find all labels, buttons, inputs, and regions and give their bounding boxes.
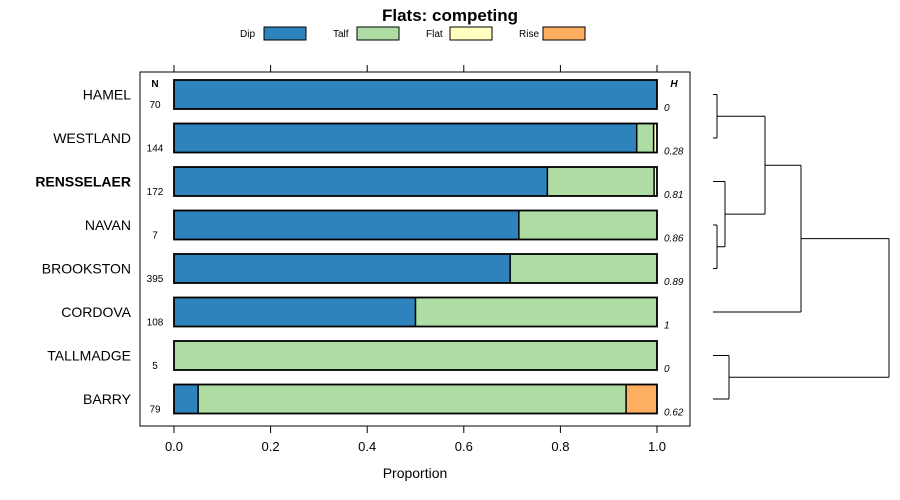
top-axis-ticks bbox=[173, 65, 658, 72]
n-value-tallmadge: 5 bbox=[152, 361, 158, 372]
bar-barry-rise bbox=[626, 384, 657, 414]
bar-navan-talf bbox=[518, 210, 657, 240]
h-value-barry: 0.62 bbox=[664, 408, 684, 419]
bar-brookston-dip bbox=[174, 254, 511, 283]
bar-outline-navan bbox=[173, 209, 658, 241]
legend-label-rise: Rise bbox=[519, 29, 539, 40]
bar-westland-flat bbox=[653, 123, 657, 153]
bar-rensselaer-talf bbox=[547, 167, 655, 196]
h-value-hamel: 0 bbox=[664, 103, 670, 114]
bar-cordova-dip bbox=[174, 297, 416, 327]
n-value-barry: 79 bbox=[149, 405, 161, 416]
row-label-navan: NAVAN bbox=[85, 217, 131, 233]
n-value-navan: 7 bbox=[152, 231, 158, 242]
row-label-cordova: CORDOVA bbox=[61, 304, 131, 320]
bar-hamel-dip bbox=[174, 80, 657, 109]
bar-brookston-talf bbox=[510, 254, 657, 283]
bar-westland-talf bbox=[636, 123, 654, 153]
row-label-brookston: BROOKSTON bbox=[42, 261, 131, 277]
legend-label-talf: Talf bbox=[333, 29, 349, 40]
h-value-navan: 0.86 bbox=[664, 234, 684, 245]
legend-swatch-flat bbox=[449, 26, 493, 41]
plot-frame bbox=[139, 71, 691, 427]
n-column-header: N bbox=[151, 79, 158, 90]
bar-outline-brookston bbox=[173, 253, 658, 284]
bar-outline-tallmadge bbox=[173, 340, 658, 371]
bar-cordova-talf bbox=[415, 297, 657, 327]
bar-barry-talf bbox=[198, 384, 627, 414]
chart-title: Flats: competing bbox=[382, 6, 518, 25]
h-value-brookston: 0.89 bbox=[664, 277, 684, 288]
x-axis-label: Proportion bbox=[383, 465, 448, 481]
row-label-tallmadge: TALLMADGE bbox=[47, 348, 131, 364]
n-value-rensselaer: 172 bbox=[147, 187, 164, 198]
x-tick-label-0: 0.0 bbox=[165, 439, 183, 454]
bar-outline-hamel bbox=[173, 79, 658, 110]
x-tick-label-4: 0.8 bbox=[551, 439, 569, 454]
x-axis: 0.0 0.2 0.4 0.6 0.8 1.0 bbox=[165, 426, 666, 454]
dendrogram bbox=[713, 94, 890, 400]
bar-tallmadge-talf bbox=[174, 341, 657, 370]
bar-barry-dip bbox=[174, 384, 199, 414]
legend-label-flat: Flat bbox=[426, 29, 443, 40]
n-value-brookston: 395 bbox=[147, 274, 164, 285]
row-label-barry: BARRY bbox=[83, 391, 132, 407]
legend: Dip Talf Flat Rise bbox=[240, 26, 586, 41]
h-value-westland: 0.28 bbox=[664, 147, 684, 158]
legend-swatch-rise bbox=[542, 26, 586, 41]
row-label-westland: WESTLAND bbox=[53, 130, 131, 146]
n-value-cordova: 108 bbox=[147, 318, 164, 329]
bar-outline-rensselaer bbox=[173, 166, 658, 197]
bar-outline-westland bbox=[173, 122, 658, 154]
legend-label-dip: Dip bbox=[240, 29, 255, 40]
bar-outline-barry bbox=[173, 383, 658, 415]
legend-swatch-dip bbox=[263, 26, 307, 41]
bar-rensselaer-flat bbox=[654, 167, 657, 196]
bar-rensselaer-dip bbox=[174, 167, 548, 196]
n-value-westland: 144 bbox=[147, 144, 164, 155]
legend-swatch-talf bbox=[356, 26, 400, 41]
row-label-hamel: HAMEL bbox=[83, 87, 131, 103]
bar-navan-dip bbox=[174, 210, 519, 240]
x-tick-label-2: 0.4 bbox=[358, 439, 376, 454]
h-value-cordova: 1 bbox=[664, 321, 670, 332]
row-label-rensselaer: RENSSELAER bbox=[35, 174, 131, 190]
n-value-hamel: 70 bbox=[149, 100, 161, 111]
h-column-header: H bbox=[670, 79, 678, 90]
x-tick-label-3: 0.6 bbox=[455, 439, 473, 454]
bars bbox=[173, 79, 658, 415]
x-tick-label-1: 0.2 bbox=[262, 439, 280, 454]
bar-outline-cordova bbox=[173, 296, 658, 328]
x-tick-label-5: 1.0 bbox=[648, 439, 666, 454]
bar-westland-dip bbox=[174, 123, 637, 153]
h-value-rensselaer: 0.81 bbox=[664, 190, 683, 201]
h-value-tallmadge: 0 bbox=[664, 364, 670, 375]
